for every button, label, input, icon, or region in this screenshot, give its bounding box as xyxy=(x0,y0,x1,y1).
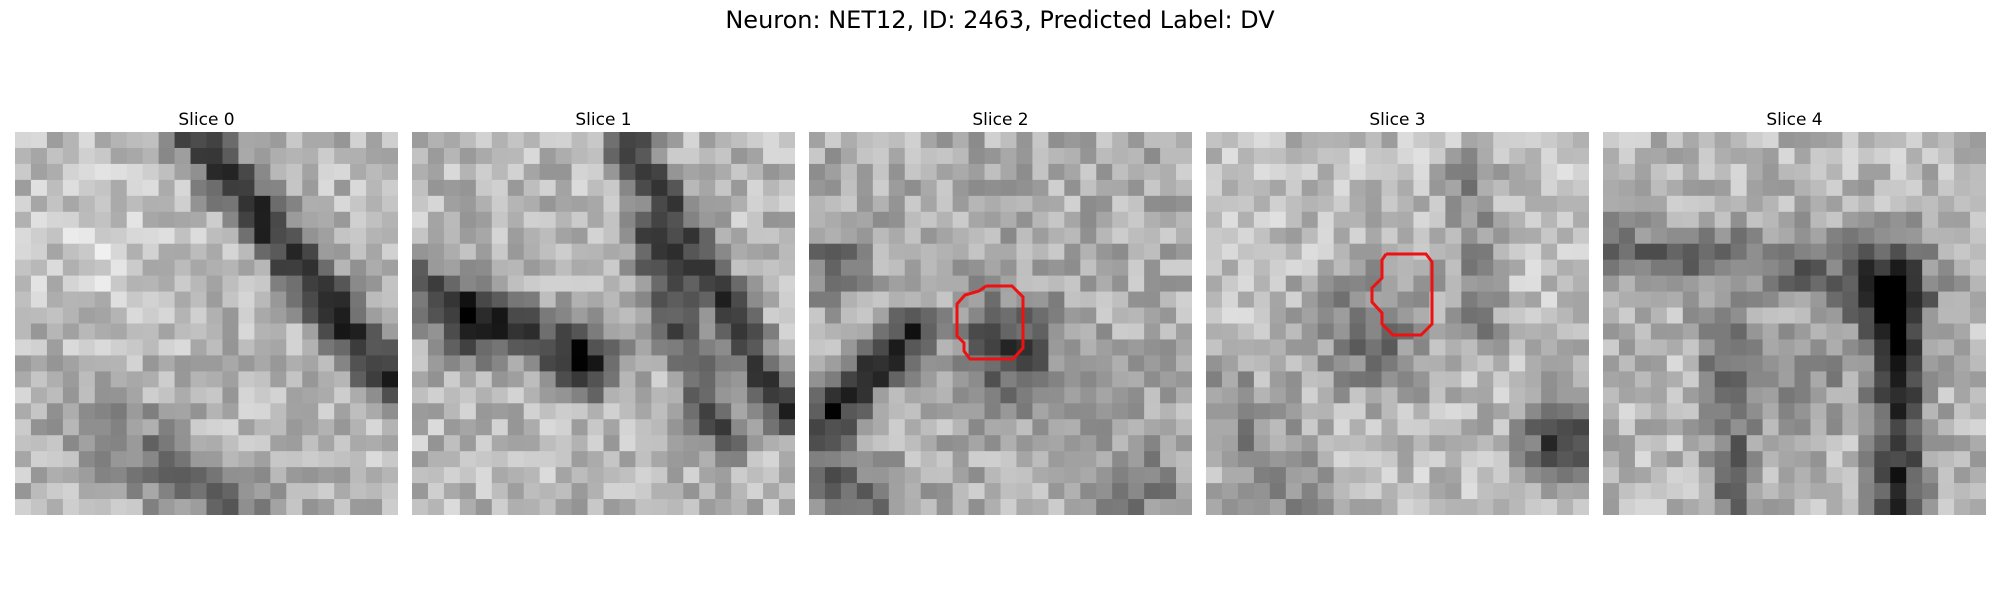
figure-title: Neuron: NET12, ID: 2463, Predicted Label… xyxy=(725,6,1275,34)
slice-title: Slice 4 xyxy=(1766,110,1823,130)
slice-title: Slice 2 xyxy=(972,110,1029,130)
slice-image xyxy=(1603,132,1986,515)
slice-panel-3: Slice 3 xyxy=(1206,108,1589,515)
slice-title: Slice 0 xyxy=(178,110,235,130)
slice-panel-1: Slice 1 xyxy=(412,108,795,515)
slice-image xyxy=(1206,132,1589,515)
slice-image xyxy=(15,132,398,515)
slice-panel-2: Slice 2 xyxy=(809,108,1192,515)
slice-image xyxy=(809,132,1192,515)
slice-panel-4: Slice 4 xyxy=(1603,108,1986,515)
slice-image xyxy=(412,132,795,515)
neuron-outline xyxy=(955,284,1025,361)
slice-panel-0: Slice 0 xyxy=(15,108,398,515)
slice-title: Slice 3 xyxy=(1369,110,1426,130)
neuron-outline xyxy=(1370,252,1434,337)
slice-title: Slice 1 xyxy=(575,110,632,130)
